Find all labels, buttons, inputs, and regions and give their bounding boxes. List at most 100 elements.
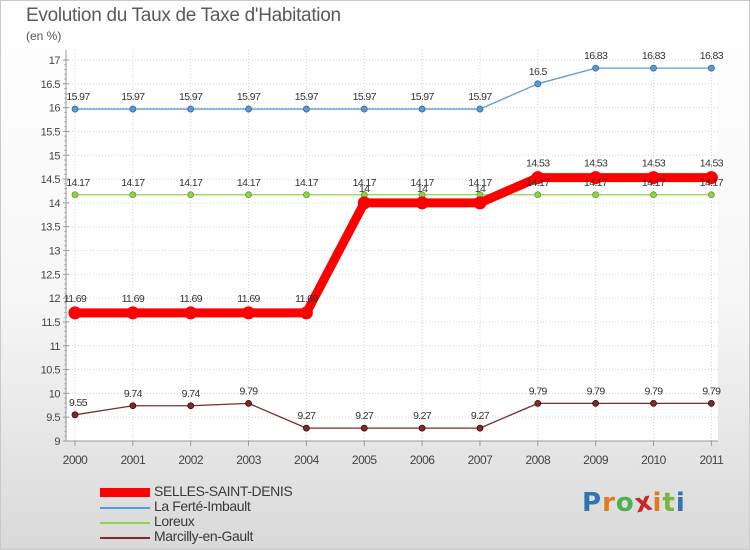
data-point xyxy=(302,191,310,199)
data-label: 14.17 xyxy=(353,177,377,189)
y-tick-label: 17 xyxy=(49,55,61,67)
y-tick-label: 12 xyxy=(49,293,61,305)
data-label: 9.79 xyxy=(529,385,548,397)
data-label: 11.69 xyxy=(122,293,145,305)
data-label: 9.74 xyxy=(182,388,201,400)
series-line-0 xyxy=(70,173,716,318)
data-point xyxy=(245,399,252,407)
data-label: 11.69 xyxy=(237,293,260,305)
data-label: 14 xyxy=(359,183,370,195)
data-point xyxy=(418,424,426,432)
data-label: 14.17 xyxy=(66,177,90,189)
logo-letter: t xyxy=(662,488,676,518)
chart-title: Evolution du Taux de Taxe d'Habitation xyxy=(26,5,341,26)
data-point xyxy=(357,196,371,210)
y-tick-label: 16.5 xyxy=(41,79,61,91)
plot-area xyxy=(66,50,718,441)
data-label: 15.97 xyxy=(179,91,203,103)
y-tick-label: 15.5 xyxy=(41,126,61,138)
series-line-3 xyxy=(74,402,712,429)
data-label: 9.79 xyxy=(240,385,259,397)
data-label: 11.69 xyxy=(295,293,318,305)
legend-label: Loreux xyxy=(154,513,195,529)
data-point xyxy=(592,191,600,199)
y-tick-label: 11 xyxy=(50,341,61,353)
data-point xyxy=(592,64,600,72)
data-label: 15.97 xyxy=(410,91,434,103)
y-tick-label: 13.5 xyxy=(41,222,61,234)
data-point xyxy=(126,306,140,320)
y-tick-label: 9 xyxy=(54,436,60,448)
data-label: 9.79 xyxy=(587,385,606,397)
data-label: 9.55 xyxy=(69,397,88,409)
data-point xyxy=(187,402,195,410)
data-label: 16.83 xyxy=(700,50,724,62)
data-label: 14.53 xyxy=(584,158,608,170)
data-label: 9.27 xyxy=(413,410,432,422)
logo-letter: r xyxy=(602,488,616,518)
legend-label: Marcilly-en-Gault xyxy=(154,528,253,544)
data-point xyxy=(184,306,198,320)
data-label: 14.17 xyxy=(295,177,319,189)
data-point xyxy=(531,171,545,185)
legend-swatch xyxy=(100,537,150,539)
y-tick-label: 9.5 xyxy=(46,412,60,424)
data-point xyxy=(299,306,313,320)
data-point xyxy=(589,171,603,185)
data-label: 15.97 xyxy=(295,91,319,103)
data-label: 14.17 xyxy=(584,177,608,189)
data-point xyxy=(245,105,252,113)
x-tick-label: 2003 xyxy=(236,453,262,467)
data-label: 16.83 xyxy=(584,50,608,62)
x-tick-label: 2001 xyxy=(120,453,146,467)
y-tick-label: 14 xyxy=(49,198,61,210)
data-point xyxy=(647,171,660,185)
y-tick-label: 10 xyxy=(49,388,61,400)
y-tick-label: 11.5 xyxy=(41,317,60,329)
legend-swatch xyxy=(100,522,150,524)
data-label: 14.17 xyxy=(468,177,492,189)
data-point xyxy=(360,105,368,113)
y-tick-label: 15 xyxy=(49,150,61,162)
x-tick-label: 2000 xyxy=(63,453,89,467)
data-label: 9.79 xyxy=(702,385,721,397)
legend-label: La Ferté-Imbault xyxy=(154,498,251,514)
data-label: 9.27 xyxy=(471,410,490,422)
data-point xyxy=(360,424,368,432)
data-point xyxy=(245,191,252,199)
data-label: 14.53 xyxy=(526,158,550,170)
data-point xyxy=(476,424,484,432)
y-tick-label: 14.5 xyxy=(41,174,61,186)
data-label: 15.97 xyxy=(468,91,492,103)
data-point xyxy=(534,399,542,407)
data-label: 15.97 xyxy=(237,91,261,103)
data-label: 9.27 xyxy=(297,410,316,422)
data-point xyxy=(71,105,79,113)
x-tick-label: 2008 xyxy=(525,453,551,467)
data-point xyxy=(707,399,715,407)
series-layer xyxy=(68,64,718,432)
y-tick-label: 12.5 xyxy=(41,269,61,281)
legend-label: SELLES-SAINT-DENIS xyxy=(154,483,293,499)
data-point xyxy=(242,306,256,320)
data-label: 14.17 xyxy=(410,177,434,189)
data-label: 14.17 xyxy=(700,177,724,189)
data-label: 16.5 xyxy=(529,66,548,78)
data-point xyxy=(187,105,195,113)
data-label: 14 xyxy=(475,183,486,195)
proxiti-logo: Proxiti xyxy=(582,486,686,519)
data-label: 14.17 xyxy=(179,177,203,189)
data-point xyxy=(476,105,484,113)
x-tick-label: 2009 xyxy=(583,453,609,467)
data-label: 14.17 xyxy=(237,177,261,189)
y-tick-label: 16 xyxy=(49,103,61,115)
data-labels: 11.69 11.69 11.69 11.69 11.69 14 14 14 14.53 14.5… xyxy=(64,50,725,422)
data-point xyxy=(534,80,542,88)
x-tick-label: 2004 xyxy=(294,453,320,467)
data-point xyxy=(418,105,426,113)
data-point xyxy=(129,402,137,410)
logo-letter: P xyxy=(582,488,603,518)
data-point xyxy=(473,196,487,210)
x-tick-label: 2002 xyxy=(178,453,204,467)
